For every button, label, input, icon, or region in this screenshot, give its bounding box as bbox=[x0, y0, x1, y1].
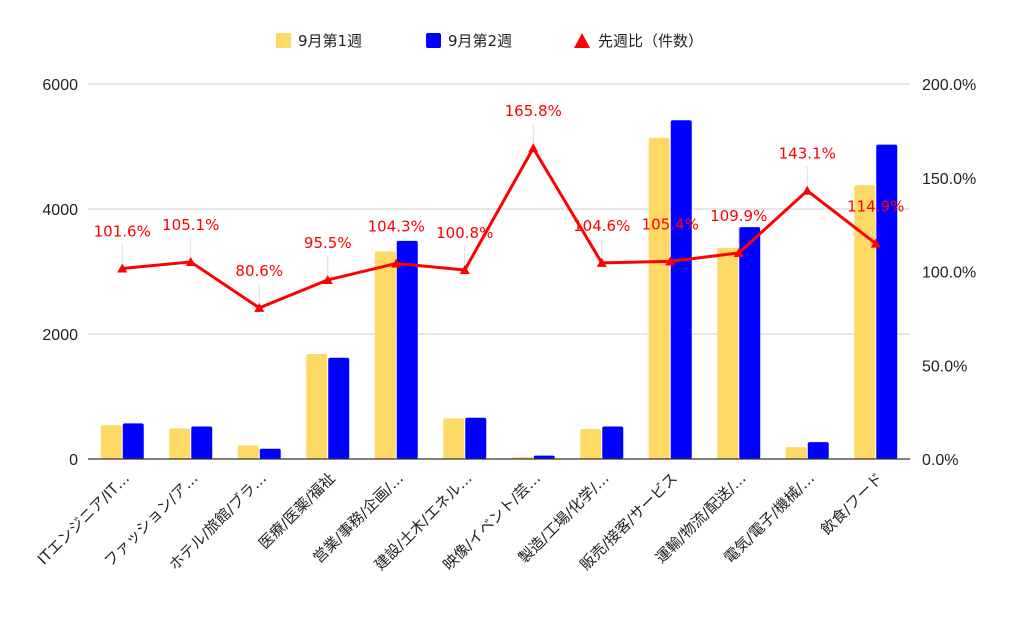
ratio-point-8 bbox=[665, 256, 676, 266]
bar-week2-7 bbox=[602, 426, 624, 459]
legend: 9月第1週 9月第2週 先週比（件数） bbox=[276, 32, 703, 50]
bar-week1-0 bbox=[100, 425, 122, 459]
ratio-label-3: 95.5% bbox=[304, 234, 352, 252]
category-labels: ITエンジニア/IT…ファッション/ア…ホテル/旅館/ブラ…医療/医薬/福祉営業… bbox=[34, 469, 887, 574]
left-tick-2: 4000 bbox=[42, 202, 78, 219]
ratio-line: 101.6% 105.1% 80.6% 95.5% 104.3% 100.8% 165.8%… bbox=[94, 102, 904, 312]
legend-label-week2: 9月第2週 bbox=[448, 32, 512, 50]
ratio-point-10 bbox=[802, 185, 813, 195]
legend-triangle-icon bbox=[574, 33, 590, 48]
bar-week2-3 bbox=[328, 357, 350, 459]
right-tick-3: 150.0% bbox=[922, 171, 976, 188]
bar-week1-10 bbox=[785, 447, 807, 459]
legend-swatch-week2 bbox=[426, 33, 441, 48]
ratio-point-3 bbox=[322, 274, 333, 284]
bar-week1-4 bbox=[374, 251, 396, 459]
bar-week2-5 bbox=[465, 417, 487, 459]
ratio-label-7: 104.6% bbox=[573, 217, 630, 235]
ratio-point-7 bbox=[596, 257, 607, 267]
bar-week1-1 bbox=[169, 428, 191, 459]
right-tick-2: 100.0% bbox=[922, 265, 976, 282]
bar-week2-11 bbox=[876, 144, 898, 459]
ratio-label-6: 165.8% bbox=[505, 102, 562, 120]
left-tick-3: 6000 bbox=[42, 77, 78, 94]
ratio-label-8: 105.4% bbox=[642, 215, 699, 233]
bar-week2-1 bbox=[191, 426, 213, 459]
ratio-label-10: 143.1% bbox=[779, 145, 836, 163]
legend-label-week1: 9月第1週 bbox=[298, 32, 362, 50]
left-axis-ticks: 0 2000 4000 6000 bbox=[42, 77, 78, 469]
category-label-11: 飲食/フード bbox=[817, 469, 886, 538]
ratio-point-9 bbox=[733, 247, 744, 257]
ratio-point-1 bbox=[185, 256, 196, 266]
bar-week1-11 bbox=[854, 185, 876, 459]
ratio-point-6 bbox=[528, 143, 539, 153]
bar-week1-7 bbox=[580, 429, 602, 459]
bar-week2-6 bbox=[533, 455, 555, 459]
ratio-polyline bbox=[122, 146, 877, 310]
right-tick-4: 200.0% bbox=[922, 77, 976, 94]
right-tick-1: 50.0% bbox=[922, 358, 967, 375]
ratio-point-11 bbox=[870, 238, 881, 248]
ratio-point-2 bbox=[254, 302, 265, 312]
bar-week1-9 bbox=[717, 247, 739, 459]
bar-week1-3 bbox=[306, 354, 328, 459]
bar-week2-8 bbox=[670, 120, 692, 459]
ratio-label-0: 101.6% bbox=[94, 223, 151, 241]
left-tick-0: 0 bbox=[69, 452, 78, 469]
right-axis-ticks: 0.0% 50.0% 100.0% 150.0% 200.0% bbox=[922, 77, 976, 469]
ratio-label-4: 104.3% bbox=[368, 217, 425, 235]
bar-week2-2 bbox=[259, 448, 281, 459]
bar-week1-5 bbox=[443, 418, 465, 459]
bar-week2-0 bbox=[122, 423, 144, 459]
bar-week1-8 bbox=[648, 137, 670, 459]
ratio-label-5: 100.8% bbox=[436, 224, 493, 242]
left-tick-1: 2000 bbox=[42, 327, 78, 344]
bar-week2-10 bbox=[807, 442, 829, 459]
bars bbox=[100, 120, 898, 459]
bar-week2-9 bbox=[739, 227, 761, 459]
legend-label-ratio: 先週比（件数） bbox=[598, 32, 703, 50]
ratio-point-0 bbox=[117, 263, 128, 273]
ratio-label-9: 109.9% bbox=[710, 207, 767, 225]
right-tick-0: 0.0% bbox=[922, 452, 958, 469]
bar-week1-2 bbox=[237, 445, 259, 459]
ratio-point-5 bbox=[459, 265, 470, 274]
bar-week2-4 bbox=[396, 240, 418, 459]
ratio-label-1: 105.1% bbox=[162, 216, 219, 234]
ratio-label-2: 80.6% bbox=[235, 262, 283, 280]
legend-swatch-week1 bbox=[276, 33, 291, 48]
ratio-label-11: 114.9% bbox=[847, 198, 904, 216]
ratio-point-4 bbox=[391, 258, 402, 268]
